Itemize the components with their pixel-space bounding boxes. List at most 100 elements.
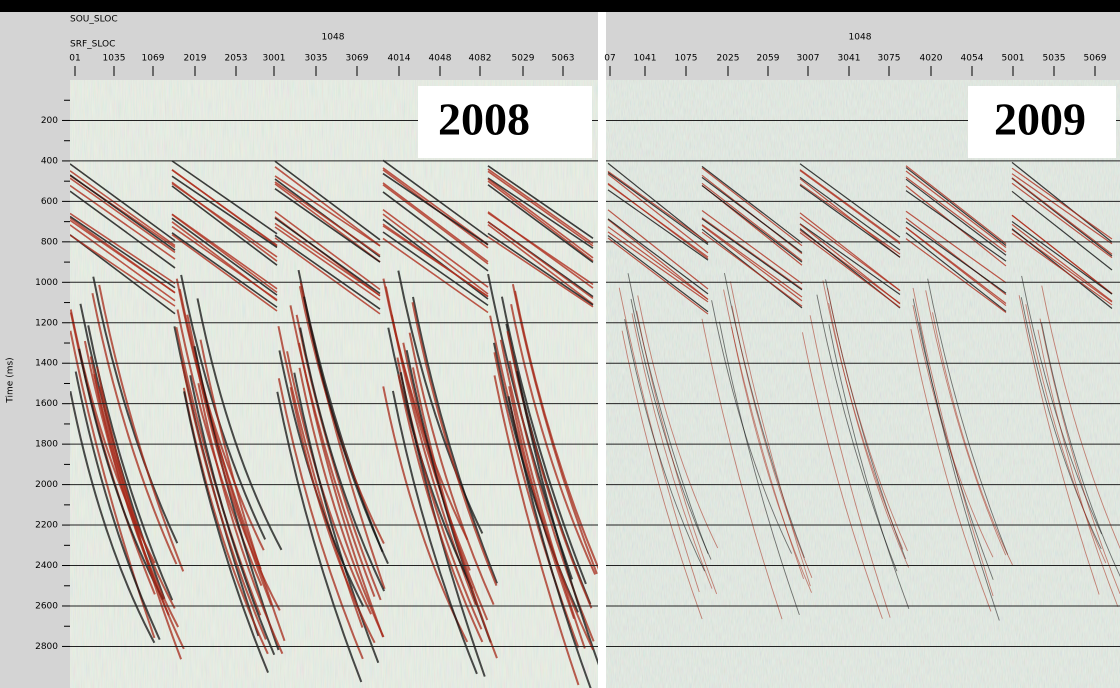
event [274, 234, 381, 310]
event [70, 184, 176, 260]
event [1011, 190, 1113, 271]
x-tick-label: 2019 [184, 54, 207, 64]
event [274, 160, 381, 241]
event [274, 217, 381, 295]
x-tick-label: 5029 [512, 54, 535, 64]
y-tick-label: 1200 [35, 318, 58, 328]
event [70, 215, 176, 289]
event [382, 159, 489, 238]
x-tick-label: 2059 [757, 54, 780, 64]
event [493, 375, 580, 686]
y-tick-label: 2000 [35, 480, 58, 490]
event [382, 225, 489, 297]
x-tick-label: 5069 [1084, 54, 1107, 64]
event [607, 219, 709, 300]
event [802, 332, 883, 619]
event [809, 315, 891, 618]
event [799, 178, 901, 258]
y-tick-label: 1400 [35, 359, 58, 369]
event [514, 290, 598, 570]
event [70, 234, 176, 307]
event [799, 216, 901, 292]
x-tick-label: 1035 [103, 54, 126, 64]
x-tick-label: 3035 [305, 54, 328, 64]
event [487, 223, 594, 305]
event [1011, 223, 1113, 302]
event [624, 319, 706, 572]
event [1011, 173, 1113, 245]
event [607, 170, 709, 244]
event [701, 217, 803, 290]
event [382, 237, 489, 314]
event [1021, 275, 1103, 535]
event [70, 174, 176, 251]
event [607, 162, 709, 244]
event [1020, 297, 1102, 550]
event [711, 300, 793, 554]
event [303, 296, 389, 565]
event [905, 232, 1007, 312]
event [701, 224, 803, 298]
year-box [968, 86, 1116, 158]
event [171, 181, 278, 262]
event [905, 178, 1007, 256]
seismic-noise [606, 80, 1120, 688]
event [171, 213, 278, 294]
event [274, 226, 381, 301]
event [731, 305, 813, 579]
event [507, 396, 592, 688]
x-tick-label: 4014 [388, 54, 411, 64]
event [607, 173, 709, 254]
event [411, 367, 498, 659]
event [718, 321, 800, 616]
event [1041, 285, 1120, 550]
event [799, 183, 901, 255]
x-tick-label: 07 [604, 54, 615, 64]
event [621, 330, 703, 620]
event [510, 303, 597, 575]
event [70, 163, 176, 242]
event [277, 378, 364, 660]
event [701, 165, 803, 244]
x-tick-label: 4054 [961, 54, 984, 64]
event [607, 231, 709, 303]
y-tick-label: 1600 [35, 399, 58, 409]
event [411, 302, 498, 586]
event [607, 226, 709, 300]
x-tick-label: 4082 [469, 54, 492, 64]
event [729, 281, 811, 587]
event [905, 221, 1007, 294]
event [799, 212, 901, 292]
event [293, 372, 380, 664]
event [274, 175, 381, 247]
event [298, 342, 384, 638]
event [194, 359, 281, 611]
event [487, 168, 594, 245]
event [499, 339, 586, 649]
event [905, 238, 1007, 313]
event [731, 327, 812, 593]
event [631, 313, 713, 589]
x-tick-label: 5001 [1002, 54, 1025, 64]
event [74, 371, 161, 641]
event [382, 182, 489, 263]
x-tick-label: 4020 [920, 54, 943, 64]
year-label: 2009 [994, 94, 1086, 145]
event [382, 172, 489, 246]
event [487, 212, 594, 286]
x-tick-label: 3041 [838, 54, 861, 64]
event [96, 366, 182, 660]
x-tick-label: 2053 [225, 54, 248, 64]
event [905, 170, 1007, 248]
event [382, 167, 489, 246]
event [1037, 329, 1119, 608]
event [171, 233, 278, 312]
x-tick-label: 1075 [675, 54, 698, 64]
event [932, 312, 1013, 566]
event [489, 315, 576, 620]
event [912, 287, 994, 597]
event [70, 177, 176, 254]
event [487, 221, 594, 300]
event [487, 180, 594, 262]
event [70, 190, 176, 269]
